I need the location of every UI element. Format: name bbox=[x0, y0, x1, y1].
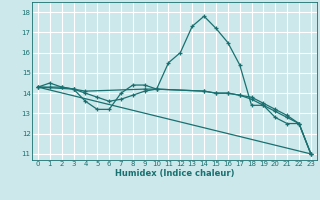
X-axis label: Humidex (Indice chaleur): Humidex (Indice chaleur) bbox=[115, 169, 234, 178]
